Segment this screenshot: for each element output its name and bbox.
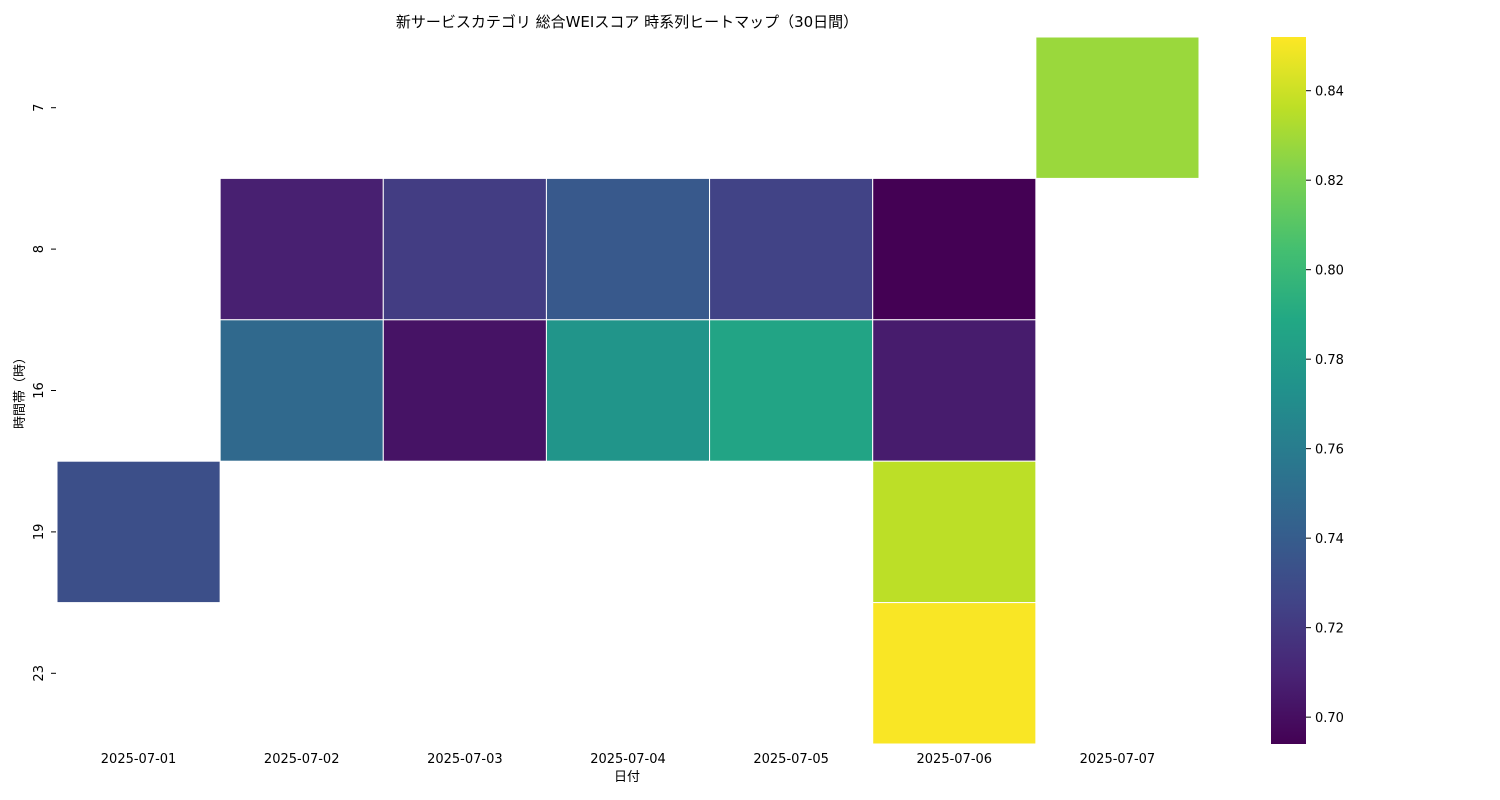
heatmap-cell — [872, 319, 1037, 462]
x-tick-label: 2025-07-05 — [753, 752, 829, 767]
heatmap-cell — [709, 319, 874, 462]
y-tick-label: 8 — [32, 245, 47, 253]
x-tick-label: 2025-07-01 — [101, 752, 177, 767]
colorbar-tick-label: 0.82 — [1315, 174, 1344, 189]
heatmap-cell — [382, 177, 547, 321]
x-tick-label: 2025-07-02 — [264, 752, 340, 767]
heatmap-cell — [709, 177, 874, 321]
x-axis-label: 日付 — [614, 770, 640, 785]
chart-title: 新サービスカテゴリ 総合WEIスコア 時系列ヒートマップ（30日間） — [396, 13, 858, 31]
heatmap-cell — [872, 177, 1037, 321]
colorbar-tick-label: 0.74 — [1315, 532, 1344, 547]
colorbar-tick-label: 0.76 — [1315, 443, 1344, 458]
colorbar-tick-label: 0.84 — [1315, 85, 1344, 100]
colorbar-tick-label: 0.80 — [1315, 264, 1344, 279]
colorbar — [1271, 37, 1306, 744]
x-tick-label: 2025-07-07 — [1080, 752, 1156, 767]
heatmap-cells — [56, 36, 1200, 745]
heatmap-cell — [1035, 36, 1200, 179]
heatmap-cell — [56, 460, 221, 604]
y-axis-label: 時間帯（時） — [13, 351, 28, 429]
colorbar-tick-label: 0.72 — [1315, 622, 1344, 637]
heatmap-cell — [219, 177, 384, 321]
x-tick-label: 2025-07-04 — [590, 752, 666, 767]
x-tick-label: 2025-07-06 — [917, 752, 993, 767]
heatmap-cell — [219, 319, 384, 462]
heatmap-cell — [545, 319, 711, 462]
heatmap-cell — [382, 319, 547, 462]
heatmap-cell — [545, 177, 711, 321]
y-tick-label: 23 — [32, 665, 47, 682]
x-tick-label: 2025-07-03 — [427, 752, 503, 767]
heatmap-cell — [872, 460, 1037, 604]
heatmap-cell — [872, 602, 1037, 745]
y-tick-label: 7 — [32, 104, 47, 112]
colorbar-tick-label: 0.70 — [1315, 711, 1344, 726]
x-axis-ticks: 2025-07-01 2025-07-02 2025-07-03 2025-07-04… — [101, 752, 1155, 767]
colorbar-ticks: 0.70 0.72 0.74 0.76 0.78 0.80 0.82 0.84 — [1306, 85, 1344, 726]
colorbar-tick-label: 0.78 — [1315, 353, 1344, 368]
y-tick-label: 19 — [32, 524, 47, 541]
y-tick-label: 16 — [32, 382, 47, 399]
y-axis-ticks: 7 8 16 19 23 — [32, 104, 56, 682]
